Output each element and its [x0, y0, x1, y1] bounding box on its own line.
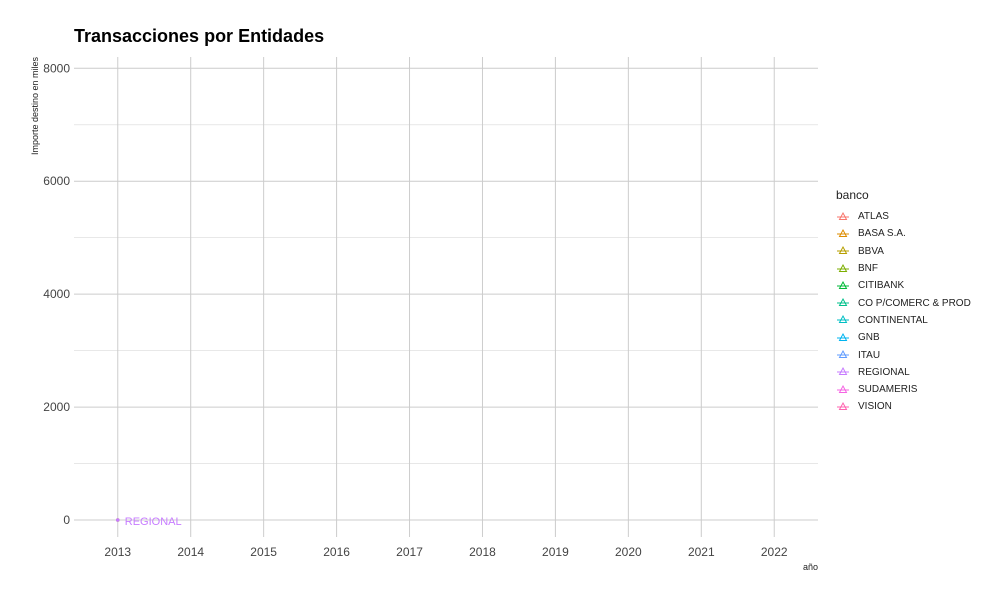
legend-label: CONTINENTAL: [858, 314, 928, 326]
y-tick-label: 2000: [43, 400, 70, 414]
chart-title: Transacciones por Entidades: [74, 26, 325, 46]
legend-label: BBVA: [858, 245, 884, 257]
x-tick-label: 2015: [250, 545, 277, 559]
legend-item: SUDAMERIS: [836, 381, 971, 398]
legend-item: REGIONAL: [836, 364, 971, 381]
x-tick-label: 2016: [323, 545, 350, 559]
x-tick-label: 2019: [542, 545, 569, 559]
legend-key-icon: [836, 348, 850, 362]
y-tick-label: 6000: [43, 174, 70, 188]
x-tick-label: 2022: [761, 545, 788, 559]
data-point: [115, 518, 120, 522]
legend-key-icon: [836, 331, 850, 345]
legend-key-icon: [836, 365, 850, 379]
legend-title: banco: [836, 188, 869, 202]
x-tick-label: 2021: [688, 545, 715, 559]
y-axis-label: Importe destino en miles: [30, 57, 40, 156]
legend-item: GNB: [836, 329, 971, 346]
legend-label: BNF: [858, 263, 878, 275]
legend-item: BASA S.A.: [836, 225, 971, 242]
legend-items: ATLAS BASA S.A. BBVA BNF CITIBANK CO P/COMERC…: [836, 208, 971, 416]
legend-label: CITIBANK: [858, 280, 905, 292]
legend-label: BASA S.A.: [858, 228, 906, 240]
legend-label: CO P/COMERC & PROD: [858, 297, 971, 309]
legend-item: CITIBANK: [836, 277, 971, 294]
legend-label: REGIONAL: [858, 366, 910, 378]
legend-label: GNB: [858, 332, 880, 344]
legend-item: CO P/COMERC & PROD: [836, 294, 971, 311]
legend-item: CONTINENTAL: [836, 312, 971, 329]
legend-key-icon: [836, 383, 850, 397]
y-tick-label: 8000: [43, 61, 70, 75]
legend-label: SUDAMERIS: [858, 384, 918, 396]
x-tick-label: 2020: [615, 545, 642, 559]
x-tick-label: 2013: [104, 545, 131, 559]
legend-key-icon: [836, 210, 850, 224]
legend-label: ITAU: [858, 349, 881, 361]
legend-item: ITAU: [836, 346, 971, 363]
legend-key-icon: [836, 227, 850, 241]
legend-item: VISION: [836, 398, 971, 415]
legend-key-icon: [836, 262, 850, 276]
legend-key-icon: [836, 279, 850, 293]
legend-item: ATLAS: [836, 208, 971, 225]
legend-key-icon: [836, 313, 850, 327]
x-axis-label: año: [803, 562, 818, 572]
legend-item: BBVA: [836, 243, 971, 260]
legend-label: VISION: [858, 401, 892, 413]
y-tick-label: 4000: [43, 287, 70, 301]
legend-label: ATLAS: [858, 211, 889, 223]
legend-key-icon: [836, 400, 850, 414]
x-tick-label: 2017: [396, 545, 423, 559]
legend-key-icon: [836, 244, 850, 258]
data-label: REGIONAL: [125, 516, 182, 528]
x-tick-label: 2018: [469, 545, 496, 559]
x-tick-label: 2014: [177, 545, 204, 559]
legend-key-icon: [836, 296, 850, 310]
legend-item: BNF: [836, 260, 971, 277]
legend: banco ATLAS BASA S.A. BBVA BNF CITIBANK CO P/…: [836, 188, 971, 416]
y-tick-label: 0: [63, 513, 70, 527]
